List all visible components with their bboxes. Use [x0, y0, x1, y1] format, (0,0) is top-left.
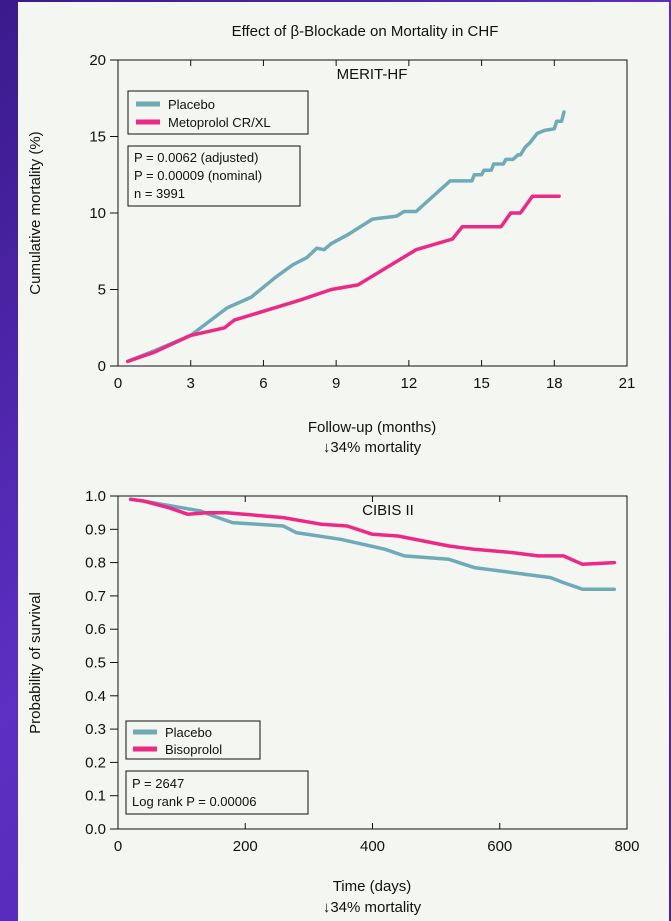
- y-tick-label: 0.4: [85, 688, 106, 705]
- stats-line: n = 3991: [134, 186, 185, 201]
- chart-merit-hf: 0 3 6 9 12 15 18 21 0 5 10 15 20 MERIT-HF Cumulative…: [27, 52, 635, 456]
- x-tick-label: 200: [233, 838, 258, 855]
- stats-box: P = 0.0062 (adjusted) P = 0.00009 (nomin…: [127, 145, 301, 207]
- x-tick-label: 15: [473, 375, 490, 392]
- chart-title: CIBIS II: [362, 502, 414, 519]
- y-tick-label: 15: [89, 129, 106, 146]
- figure-panel: [18, 2, 669, 921]
- y-tick-label: 0.2: [85, 754, 106, 771]
- x-tick-label: 0: [114, 375, 122, 392]
- x-tick-label: 0: [114, 838, 122, 855]
- legend-label-bisoprolol: Bisoprolol: [165, 742, 222, 757]
- y-tick-label: 20: [89, 52, 106, 69]
- series-line-metoprolol-cr-xl: [125, 194, 561, 364]
- stats-line: P = 0.00009 (nominal): [134, 168, 262, 183]
- chart-cibis-ii: 0 200 400 600 800 0.0 0.1 0.2 0.3 0.4 0.5 0.6 0.7 0.8…: [27, 488, 640, 916]
- x-tick-label: 21: [619, 375, 636, 392]
- y-tick-label: 0.1: [85, 788, 106, 805]
- x-tick-label: 9: [332, 375, 340, 392]
- y-tick-label: 0.7: [85, 588, 106, 605]
- series-line-bisoprolol: [128, 497, 617, 567]
- legend-frame: [127, 90, 309, 135]
- series-line-placebo: [128, 497, 617, 591]
- x-axis-label: Follow-up (months): [308, 419, 436, 436]
- y-tick-label: 0.8: [85, 555, 106, 572]
- stats-line: P = 0.0062 (adjusted): [134, 150, 258, 165]
- mortality-caption: ↓34% mortality: [323, 899, 422, 916]
- legend: Placebo Bisoprolol: [125, 720, 261, 760]
- legend-frame: [125, 720, 261, 760]
- y-tick-label: 0.9: [85, 521, 106, 538]
- x-axis-label: Time (days): [333, 878, 412, 895]
- y-axis-label: Probability of survival: [27, 592, 44, 734]
- y-tick-label: 0.6: [85, 621, 106, 638]
- y-tick-label: 10: [89, 205, 106, 222]
- stats-frame: [125, 770, 309, 815]
- stats-frame: [127, 145, 301, 207]
- stats-line: P = 2647: [132, 776, 184, 791]
- chart-title: MERIT-HF: [337, 66, 408, 83]
- x-tick-label: 800: [614, 838, 639, 855]
- tick-group: 0 3 6 9 12 15 18 21 0 5 10 15 20: [89, 52, 635, 392]
- tick-group: 0 200 400 600 800 0.0 0.1 0.2 0.3 0.4 0.5 0.6 0.7 0.8…: [85, 488, 639, 855]
- series-group: [125, 110, 566, 364]
- x-tick-label: 3: [187, 375, 195, 392]
- y-axis-label: Cumulative mortality (%): [27, 131, 44, 294]
- x-tick-label: 600: [487, 838, 512, 855]
- stats-line: Log rank P = 0.00006: [132, 794, 256, 809]
- y-tick-label: 1.0: [85, 488, 106, 505]
- legend-label-placebo: Placebo: [168, 97, 215, 112]
- y-tick-label: 0.3: [85, 721, 106, 738]
- x-tick-label: 12: [401, 375, 418, 392]
- mortality-caption: ↓34% mortality: [323, 439, 422, 456]
- legend-label-placebo: Placebo: [165, 725, 212, 740]
- figure-title: Effect of β-Blockade on Mortality in CHF: [232, 23, 499, 40]
- stats-box: P = 2647 Log rank P = 0.00006: [125, 770, 309, 815]
- x-tick-label: 18: [546, 375, 563, 392]
- y-tick-label: 5: [98, 282, 106, 299]
- y-tick-label: 0.0: [85, 821, 106, 838]
- y-tick-label: 0: [98, 358, 106, 375]
- series-line-placebo: [125, 110, 566, 364]
- y-tick-label: 0.5: [85, 655, 106, 672]
- x-tick-label: 400: [360, 838, 385, 855]
- x-tick-label: 6: [259, 375, 267, 392]
- series-group: [128, 497, 617, 591]
- legend: Placebo Metoprolol CR/XL: [127, 90, 309, 135]
- legend-label-metoprolol: Metoprolol CR/XL: [168, 115, 271, 130]
